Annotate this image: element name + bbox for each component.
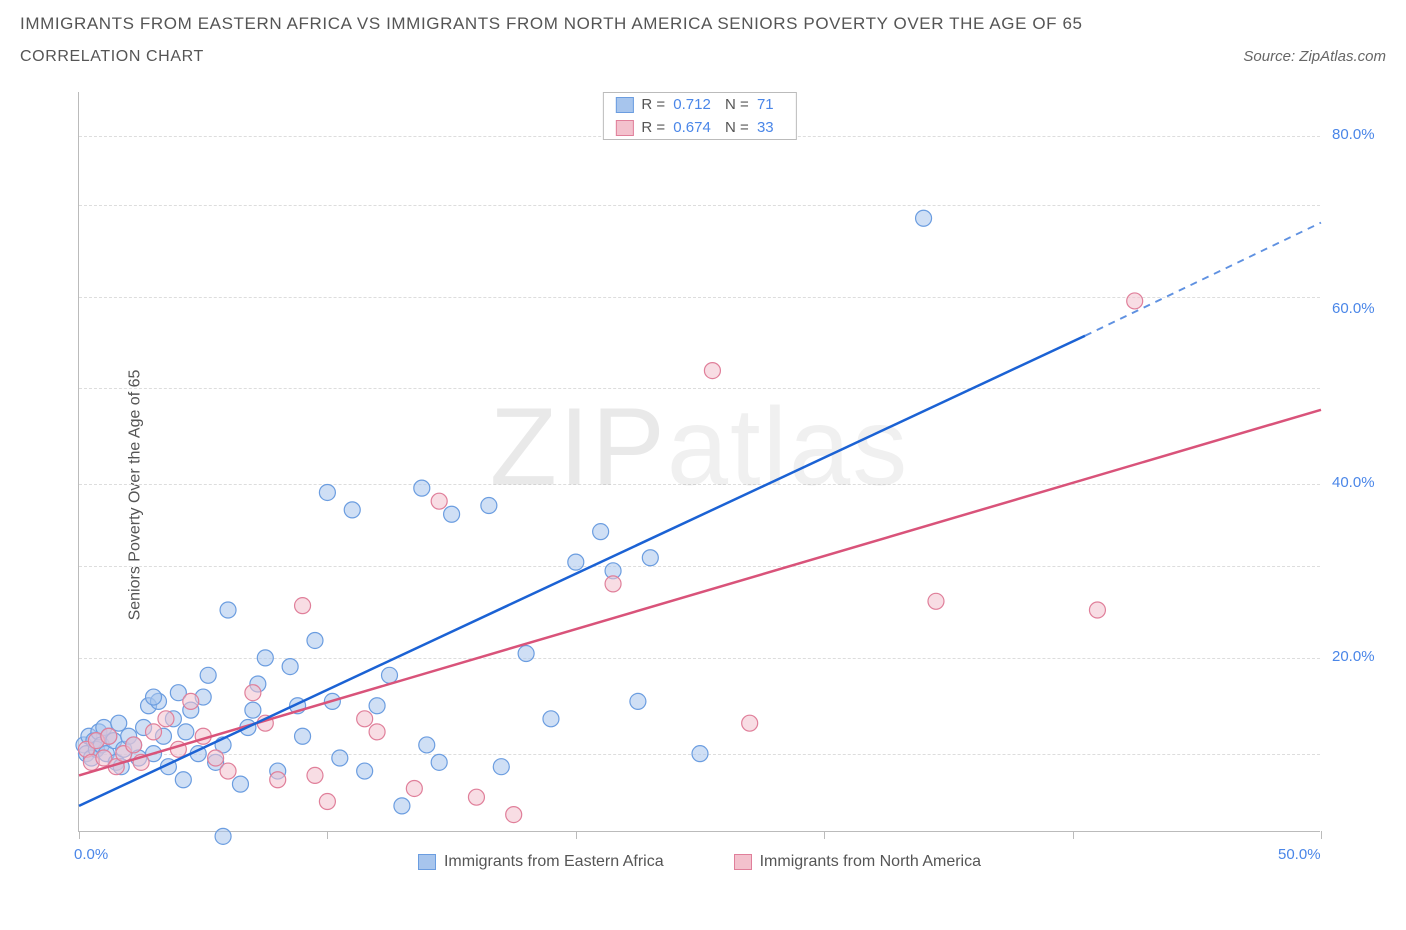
data-point xyxy=(270,772,286,788)
data-point xyxy=(146,724,162,740)
series-legend: Immigrants from Eastern Africa Immigrant… xyxy=(79,853,1320,871)
data-point xyxy=(332,750,348,766)
data-point xyxy=(158,711,174,727)
data-point xyxy=(444,506,460,522)
data-point xyxy=(175,772,191,788)
regression-line-extrapolated xyxy=(1085,223,1321,336)
data-point xyxy=(1089,602,1105,618)
plot-area: ZIPatlas R = 0.712 N = 71 R = 0.674 N = … xyxy=(78,92,1320,832)
legend-swatch-series-1 xyxy=(615,97,633,113)
data-point xyxy=(307,767,323,783)
data-point xyxy=(208,750,224,766)
data-point xyxy=(245,685,261,701)
data-point xyxy=(394,798,410,814)
data-point xyxy=(295,598,311,614)
data-point xyxy=(692,746,708,762)
legend-swatch-series-1-bottom xyxy=(418,854,436,870)
data-point xyxy=(369,698,385,714)
regression-line xyxy=(79,336,1085,806)
x-tick-label: 0.0% xyxy=(74,846,108,863)
series-1-label: Immigrants from Eastern Africa xyxy=(444,853,664,871)
data-point xyxy=(220,602,236,618)
data-point xyxy=(506,807,522,823)
data-point xyxy=(742,715,758,731)
data-point xyxy=(406,780,422,796)
data-point xyxy=(319,484,335,500)
data-point xyxy=(357,711,373,727)
legend-swatch-series-2-bottom xyxy=(734,854,752,870)
data-point xyxy=(419,737,435,753)
scatter-svg xyxy=(79,92,1320,831)
data-point xyxy=(543,711,559,727)
data-point xyxy=(183,693,199,709)
data-point xyxy=(431,493,447,509)
data-point xyxy=(369,724,385,740)
x-tick xyxy=(824,831,825,839)
series-2-label: Immigrants from North America xyxy=(760,853,981,871)
data-point xyxy=(200,667,216,683)
data-point xyxy=(916,210,932,226)
data-point xyxy=(295,728,311,744)
y-tick-label: 60.0% xyxy=(1332,300,1375,317)
data-point xyxy=(232,776,248,792)
data-point xyxy=(101,728,117,744)
data-point xyxy=(319,794,335,810)
x-tick xyxy=(1073,831,1074,839)
data-point xyxy=(593,524,609,540)
data-point xyxy=(307,632,323,648)
x-tick xyxy=(576,831,577,839)
y-tick-label: 20.0% xyxy=(1332,648,1375,665)
data-point xyxy=(382,667,398,683)
data-point xyxy=(357,763,373,779)
data-point xyxy=(431,754,447,770)
data-point xyxy=(111,715,127,731)
data-point xyxy=(518,646,534,662)
chart-title: IMMIGRANTS FROM EASTERN AFRICA VS IMMIGR… xyxy=(20,14,1386,34)
y-tick-label: 80.0% xyxy=(1332,126,1375,143)
data-point xyxy=(215,828,231,844)
data-point xyxy=(928,593,944,609)
data-point xyxy=(257,650,273,666)
y-tick-label: 40.0% xyxy=(1332,474,1375,491)
data-point xyxy=(630,693,646,709)
correlation-legend: R = 0.712 N = 71 R = 0.674 N = 33 xyxy=(602,92,796,140)
x-tick-label: 50.0% xyxy=(1278,846,1321,863)
data-point xyxy=(245,702,261,718)
chart-subtitle: CORRELATION CHART xyxy=(20,48,204,66)
data-point xyxy=(414,480,430,496)
legend-swatch-series-2 xyxy=(615,120,633,136)
data-point xyxy=(1127,293,1143,309)
data-point xyxy=(126,737,142,753)
x-tick xyxy=(1321,831,1322,839)
data-point xyxy=(178,724,194,740)
data-point xyxy=(220,763,236,779)
source-attribution: Source: ZipAtlas.com xyxy=(1243,48,1386,65)
data-point xyxy=(282,659,298,675)
data-point xyxy=(605,576,621,592)
data-point xyxy=(493,759,509,775)
data-point xyxy=(481,498,497,514)
data-point xyxy=(344,502,360,518)
x-tick xyxy=(79,831,80,839)
data-point xyxy=(468,789,484,805)
data-point xyxy=(642,550,658,566)
data-point xyxy=(704,363,720,379)
data-point xyxy=(568,554,584,570)
x-tick xyxy=(327,831,328,839)
regression-line xyxy=(79,410,1321,776)
data-point xyxy=(146,689,162,705)
